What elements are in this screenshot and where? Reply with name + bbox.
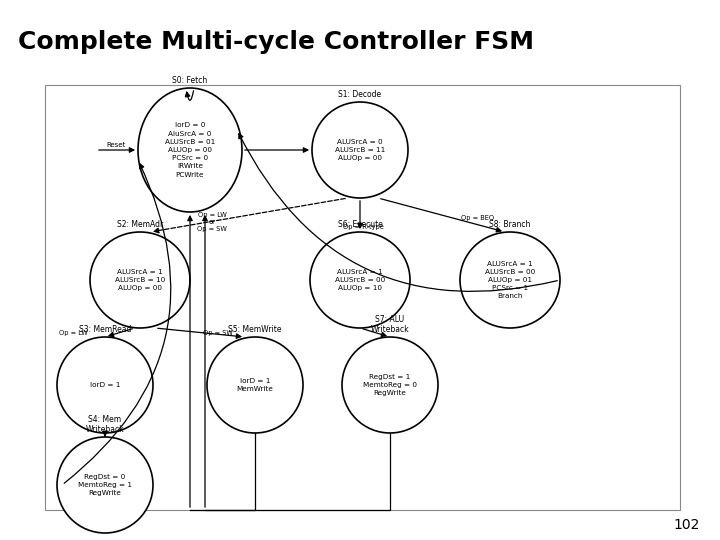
Text: IorD = 1: IorD = 1 [90,382,120,388]
Ellipse shape [57,337,153,433]
Text: Op = BEQ: Op = BEQ [462,215,495,221]
Ellipse shape [312,102,408,198]
Text: Op = SW: Op = SW [203,330,233,336]
Ellipse shape [460,232,560,328]
Ellipse shape [57,437,153,533]
Ellipse shape [342,337,438,433]
Text: ALUSrcA = 0
ALUSrcB = 11
ALUOp = 00: ALUSrcA = 0 ALUSrcB = 11 ALUOp = 00 [335,139,385,161]
Text: ALUSrcA = 1
ALUSrcB = 00
ALUOp = 01
PCSrc = 1
Branch: ALUSrcA = 1 ALUSrcB = 00 ALUOp = 01 PCSr… [485,260,535,300]
Text: ALUSrcA = 1
ALUSrcB = 00
ALUOp = 10: ALUSrcA = 1 ALUSrcB = 00 ALUOp = 10 [335,269,385,291]
Text: Op = LW
or
Op = SW: Op = LW or Op = SW [197,212,227,232]
Text: IorD = 0
AluSrcA = 0
ALUSrcB = 01
ALUOp = 00
PCSrc = 0
IRWrite
PCWrite: IorD = 0 AluSrcA = 0 ALUSrcB = 01 ALUOp … [165,122,215,178]
Text: Reset: Reset [107,142,125,148]
Text: RegDst = 0
MemtoReg = 1
RegWrite: RegDst = 0 MemtoReg = 1 RegWrite [78,474,132,496]
Text: S4: Mem
Writeback: S4: Mem Writeback [86,415,125,434]
Text: RegDst = 1
MemtoReg = 0
RegWrite: RegDst = 1 MemtoReg = 0 RegWrite [363,374,417,396]
Ellipse shape [138,88,242,212]
Text: 102: 102 [674,518,700,532]
Text: S2: MemAdr: S2: MemAdr [117,220,163,229]
Text: S3: MemRead: S3: MemRead [78,325,131,334]
Ellipse shape [207,337,303,433]
Text: Complete Multi-cycle Controller FSM: Complete Multi-cycle Controller FSM [18,30,534,54]
Text: S7: ALU
Writeback: S7: ALU Writeback [371,315,409,334]
Ellipse shape [310,232,410,328]
Ellipse shape [90,232,190,328]
Text: S0: Fetch: S0: Fetch [172,76,207,85]
Text: Op = R-type: Op = R-type [343,224,384,230]
Text: S6: Execute: S6: Execute [338,220,382,229]
Text: IorD = 1
MemWrite: IorD = 1 MemWrite [237,378,274,392]
Text: S1: Decode: S1: Decode [338,90,382,99]
Text: S5: MemWrite: S5: MemWrite [228,325,282,334]
Bar [45,85,680,510]
Text: Op = LW: Op = LW [59,330,88,336]
Text: S8: Branch: S8: Branch [490,220,531,229]
Text: ALUSrcA = 1
ALUSrcB = 10
ALUOp = 00: ALUSrcA = 1 ALUSrcB = 10 ALUOp = 00 [115,269,165,291]
